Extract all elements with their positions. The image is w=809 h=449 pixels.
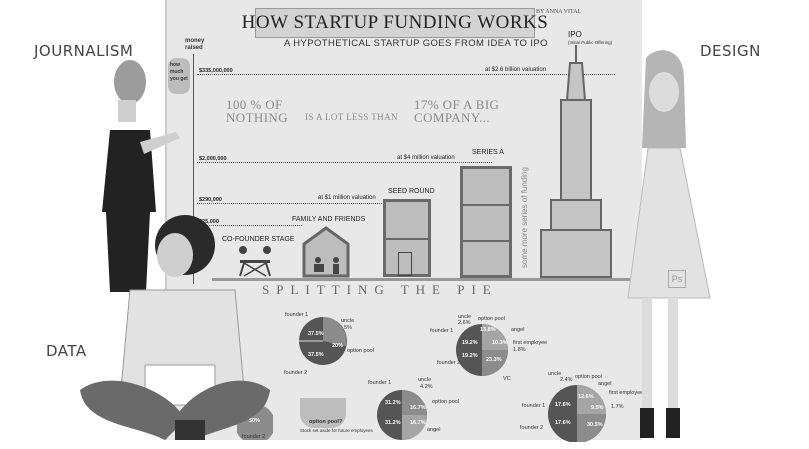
pie-label: angel [598,381,612,387]
money-raised-label: money raised [185,38,205,51]
slogan-right: 17% OF A BIG COMPANY... [414,97,500,125]
pie-label: founder 1 [430,328,454,334]
pie-label: option pool [432,399,459,405]
pie-value: 50% [249,418,261,424]
more-series-label: some more series of funding [520,167,529,268]
family-stage-label: FAMILY AND FRIENDS [292,216,366,223]
title-banner: HOW STARTUP FUNDING WORKS [242,8,548,38]
raised-amount: $25,000 [199,219,219,225]
valuation-label: at $4 million valuation [397,155,455,161]
valuation-line [197,203,412,204]
photoshop-icon: Ps [668,270,686,288]
pie-label: founder 1 [522,403,546,409]
pie-label: 5% [344,325,352,331]
option-pool-question: option pool? [309,419,343,425]
pie-value: 19.2% [462,340,478,346]
pie-value: 31.2% [385,420,401,426]
pie-chart-ipo [548,385,606,442]
data-label: DATA [46,342,87,360]
man-laptop-illustration [80,215,270,440]
slogan-left: 100 % OF NOTHING [226,97,289,125]
pie-chart-family [299,317,347,365]
pie-label: founder 2 [284,370,308,376]
ipo-label: IPO [568,30,582,39]
pie-chart-seed [377,390,427,440]
raised-amount: $2,000,000 [199,156,227,162]
pie-label: option pool [575,374,602,380]
pie-label: angel [511,327,525,333]
pie-label: uncle [548,371,562,377]
option-pool-water [300,398,346,428]
pie-label: founder 2 [437,360,461,366]
woman-left-illustration [102,60,180,292]
pie-label: uncle [458,314,472,320]
ipo-skyscraper-icon [540,45,612,278]
woman-right-illustration [627,50,711,438]
valuation-line [197,74,615,75]
valuation-label: at $2.6 billion valuation [485,67,547,73]
byline: BY ANNA VITAL [536,9,582,15]
splitting-the-pie-label: SPLITTING THE PIE [262,282,498,297]
pie-label: angel [427,427,441,433]
door-icon [398,252,412,276]
pie-value: 37.5% [308,331,324,337]
y-axis-line [193,54,194,284]
pie-label: founder 2 [520,425,544,431]
journalism-label: JOURNALISM [34,42,134,60]
pie-label: uncle [418,377,432,383]
series-a-label: SERIES A [472,149,504,156]
cofounder-table-icon [239,246,271,277]
pie-value: 30.5% [587,422,603,428]
pie-label: VC [503,376,511,382]
pie-value: 16.7% [410,420,426,426]
seed-stage-label: SEED ROUND [388,188,435,195]
pie-value: 23.3% [486,357,502,363]
floor-divider [463,204,509,206]
valuation-line [197,225,302,226]
pie-value: 17.6% [555,402,571,408]
valuation-line [197,162,492,163]
pie-chart-series-a [456,324,508,376]
how-much-bubble [168,58,190,94]
infographic-title: HOW STARTUP FUNDING WORKS [241,12,549,33]
pie-value: 10.3% [492,340,508,346]
floor-divider [386,238,428,240]
ground-line [212,278,630,281]
option-pool-note: Stock set aside for future employees [300,428,373,433]
pie-label: option pool [478,316,505,322]
slogan-mid: IS A LOT LESS THAN [305,112,398,122]
pie-label: founder 1 [285,312,309,318]
pie-label: option pool [347,348,374,354]
raised-amount: $335,000,000 [199,68,233,74]
pie-value: 20% [332,343,344,349]
cofounder-stage-label: CO-FOUNDER STAGE [222,236,295,243]
valuation-label: at $1 million valuation [318,195,376,201]
pie-value: 13.8% [480,327,496,333]
pie-label: 4.2% [420,384,433,390]
raised-amount: $290,000 [199,197,222,203]
family-house-icon [302,226,350,278]
pie-value: 31.2% [385,400,401,406]
pie-label: 2.6% [458,320,471,326]
pie-label: 1.8% [513,347,526,353]
pie-value: 12.6% [578,394,594,400]
subtitle: A HYPOTHETICAL STARTUP GOES FROM IDEA TO… [284,38,548,49]
pie-label: first employee [609,390,644,396]
pie-label: 1.7% [611,404,624,410]
pie-value: 9.5% [591,405,604,411]
design-label: DESIGN [700,42,761,60]
ipo-sub-label: (Initial Public Offering) [568,40,613,45]
pie-value: 16.7% [410,405,426,411]
pie-value: 17.6% [555,420,571,426]
pie-value: 37.5% [308,352,324,358]
pie-label: founder 1 [368,380,392,386]
pie-label: founder 2 [242,434,266,440]
floor-divider [463,240,509,242]
series-a-building-icon [460,166,512,278]
pie-label: first employee [513,340,548,346]
how-much-label: how much you get [170,62,188,82]
pie-value: 19.2% [462,353,478,359]
pie-label: uncle [341,318,355,324]
pie-label: 2.4% [560,377,573,383]
